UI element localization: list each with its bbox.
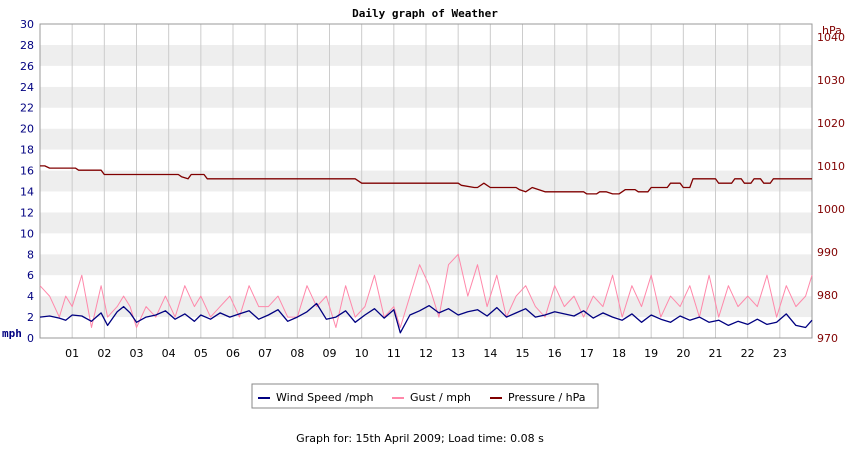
legend-box (251, 383, 599, 409)
x-tick-label: 01 (65, 347, 79, 360)
x-axis-ticks: 01 02 03 04 05 06 07 08 09 10 11 12 13 14 15 16 17 18 19 20… (65, 347, 787, 360)
right-tick-label: 1030 (817, 74, 845, 87)
left-tick-label: 14 (20, 185, 34, 198)
x-tick-label: 19 (644, 347, 658, 360)
right-tick-label: 1010 (817, 160, 845, 173)
x-tick-label: 04 (162, 347, 176, 360)
left-tick-label: 26 (20, 60, 34, 73)
footer-status: Graph for: 15th April 2009; Load time: 0… (296, 432, 544, 445)
x-tick-label: 13 (451, 347, 465, 360)
legend: Wind Speed /mph Gust / mph Pressure / hPa (251, 383, 599, 409)
left-tick-label: 20 (20, 123, 34, 136)
right-tick-label: 1040 (817, 31, 845, 44)
right-tick-label: 1020 (817, 117, 845, 130)
x-tick-label: 10 (355, 347, 369, 360)
x-tick-label: 11 (387, 347, 401, 360)
right-tick-label: 980 (817, 289, 838, 302)
left-tick-label: 24 (20, 81, 34, 94)
right-tick-label: 970 (817, 332, 838, 345)
right-tick-label: 1000 (817, 203, 845, 216)
left-tick-label: 10 (20, 227, 34, 240)
right-axis-unit: hPa (822, 24, 842, 37)
legend-label: Pressure / hPa (508, 391, 586, 404)
x-tick-label: 16 (548, 347, 562, 360)
right-axis-ticks: 970 980 990 1000 1010 1020 1030 1040 (817, 31, 845, 345)
series-line-wind (39, 302, 813, 334)
left-tick-label: 0 (27, 332, 34, 345)
chart-title: Daily graph of Weather (352, 7, 498, 20)
x-tick-label: 20 (676, 347, 690, 360)
legend-label: Gust / mph (410, 391, 471, 404)
series-layer (39, 165, 813, 334)
x-tick-label: 05 (194, 347, 208, 360)
left-tick-label: 8 (27, 248, 34, 261)
x-tick-label: 21 (709, 347, 723, 360)
x-tick-label: 22 (741, 347, 755, 360)
x-tick-label: 17 (580, 347, 594, 360)
left-tick-label: 18 (20, 144, 34, 157)
x-tick-label: 14 (483, 347, 497, 360)
left-axis-unit: mph (2, 327, 22, 340)
left-tick-label: 22 (20, 102, 34, 115)
legend-label: Wind Speed /mph (276, 391, 374, 404)
series-line-pressure (40, 165, 812, 195)
x-tick-label: 12 (419, 347, 433, 360)
x-tick-label: 23 (773, 347, 787, 360)
left-tick-label: 28 (20, 39, 34, 52)
x-tick-label: 15 (516, 347, 530, 360)
x-tick-label: 06 (226, 347, 240, 360)
left-tick-label: 4 (27, 290, 34, 303)
x-tick-label: 03 (130, 347, 144, 360)
x-tick-label: 09 (323, 347, 337, 360)
left-tick-label: 6 (27, 269, 34, 282)
x-tick-label: 02 (97, 347, 111, 360)
right-tick-label: 990 (817, 246, 838, 259)
left-tick-label: 12 (20, 206, 34, 219)
left-tick-label: 30 (20, 18, 34, 31)
x-tick-label: 08 (290, 347, 304, 360)
left-tick-label: 16 (20, 165, 34, 178)
left-tick-label: 2 (27, 311, 34, 324)
x-tick-label: 07 (258, 347, 272, 360)
plot-frame (39, 23, 813, 339)
x-tick-label: 18 (612, 347, 626, 360)
